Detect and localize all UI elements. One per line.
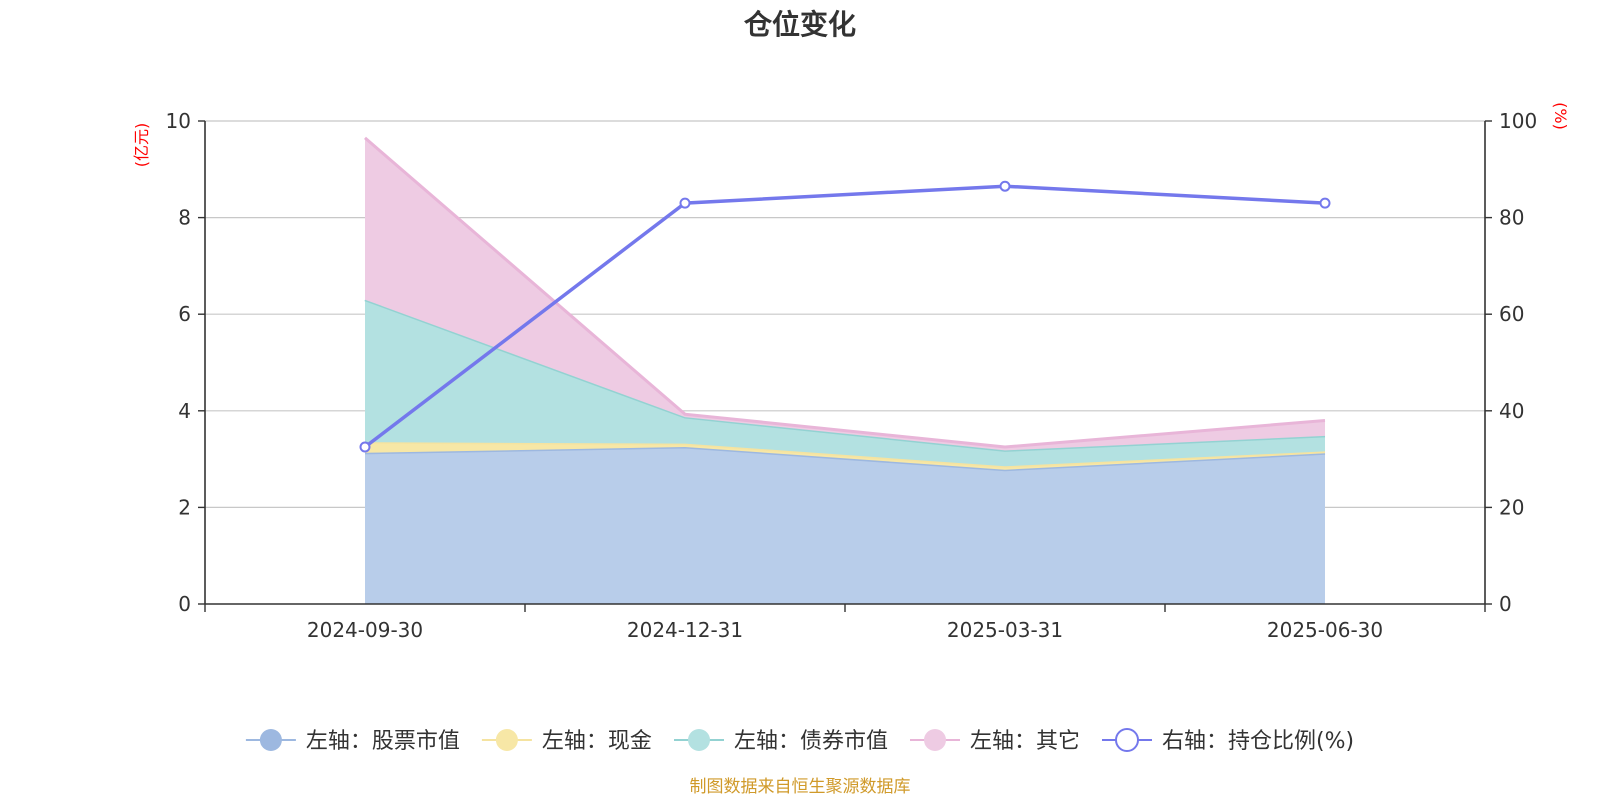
- legend-label: 右轴：持仓比例(%): [1162, 729, 1354, 754]
- right-axis-tick-label: 80: [1499, 206, 1524, 230]
- area-左轴：债券市值: [365, 299, 1325, 467]
- ratio-point: [679, 197, 691, 209]
- x-axis-tick-label: 2024-09-30: [307, 618, 423, 642]
- area-左轴：其它: [365, 137, 1325, 451]
- x-axis-tick-label: 2025-06-30: [1267, 618, 1383, 642]
- area-edge-左轴：其它: [364, 136, 1326, 449]
- ratio-line-layer: [359, 180, 1331, 453]
- ratio-point: [999, 180, 1011, 192]
- legend-label: 左轴：现金: [542, 729, 652, 754]
- left-axis-tick-label: 8: [178, 206, 191, 230]
- legend-item[interactable]: 左轴：其它: [910, 729, 1080, 754]
- legend-item[interactable]: 左轴：股票市值: [245, 729, 460, 754]
- legend-label: 左轴：股票市值: [306, 729, 460, 754]
- legend-marker: [259, 729, 282, 751]
- ratio-point: [359, 441, 371, 453]
- axes: 0 0 2 20 4 40 6 60 8 80 10 100 2024-09-30 2024-12-31 2…: [166, 109, 1538, 642]
- legend: 左轴：股票市值 左轴：现金 左轴：债券市值 左轴：其它 右轴：持仓比例(%): [245, 728, 1354, 754]
- x-axis-tick-label: 2024-12-31: [627, 618, 743, 642]
- area-edge-左轴：现金: [364, 440, 1326, 468]
- legend-label: 左轴：债券市值: [734, 729, 888, 754]
- legend-marker: [1115, 728, 1139, 752]
- left-axis-tick-label: 0: [178, 592, 191, 616]
- left-axis-unit: (亿元): [132, 123, 151, 168]
- stacked-areas: [364, 136, 1326, 604]
- legend-marker: [924, 729, 946, 751]
- right-axis-tick-label: 100: [1499, 109, 1537, 133]
- right-axis-tick-label: 0: [1499, 592, 1512, 616]
- left-axis-tick-label: 2: [178, 495, 191, 519]
- left-axis-tick-label: 4: [178, 399, 191, 423]
- ratio-line: [363, 184, 1326, 449]
- right-axis-tick-label: 20: [1499, 495, 1524, 519]
- ratio-point: [1319, 197, 1331, 209]
- data-source-note: 制图数据来自恒生聚源数据库: [690, 777, 911, 797]
- area-edge-左轴：股票市值: [364, 445, 1326, 472]
- left-axis-tick-label: 10: [166, 109, 191, 133]
- legend-item[interactable]: 左轴：现金: [481, 729, 652, 754]
- x-axis-tick-label: 2025-03-31: [947, 618, 1063, 642]
- legend-item[interactable]: 右轴：持仓比例(%): [1102, 728, 1354, 754]
- right-axis-tick-label: 40: [1499, 399, 1524, 423]
- legend-label: 左轴：其它: [970, 729, 1080, 754]
- legend-marker: [688, 729, 710, 751]
- right-axis-tick-label: 60: [1499, 302, 1524, 326]
- left-axis-tick-label: 6: [178, 302, 191, 326]
- legend-marker: [495, 729, 518, 751]
- legend-item[interactable]: 左轴：债券市值: [674, 729, 888, 754]
- right-axis-unit: (%): [1551, 102, 1570, 130]
- area-左轴：股票市值: [365, 447, 1325, 604]
- chart-title: 仓位变化: [744, 8, 856, 41]
